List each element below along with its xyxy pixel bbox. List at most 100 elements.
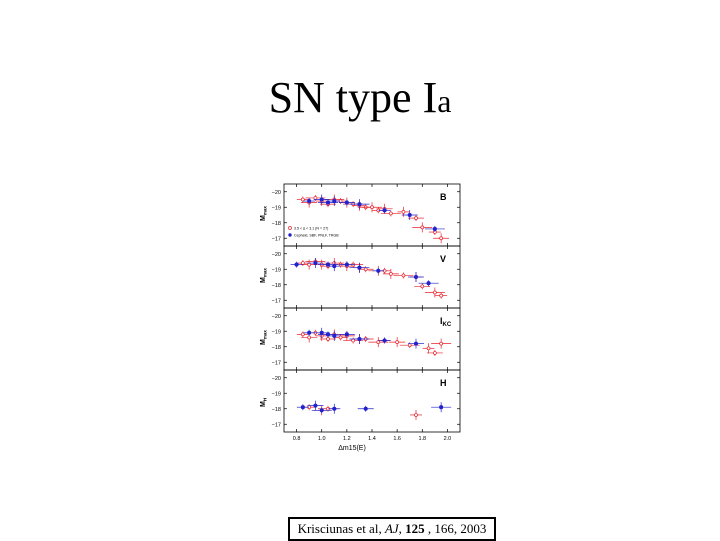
blue-point xyxy=(382,208,387,213)
x-tick-label: 1.8 xyxy=(418,436,426,442)
legend-marker-blue xyxy=(288,233,292,237)
red-point xyxy=(433,351,437,355)
panel-frame xyxy=(283,369,461,433)
blue-point xyxy=(376,268,381,273)
caption-rest: , 166, 2003 xyxy=(424,521,487,536)
red-point xyxy=(376,340,381,344)
blue-point xyxy=(325,200,331,205)
blue-point xyxy=(332,198,337,204)
x-tick-label: 1.0 xyxy=(318,436,326,442)
citation-caption: Krisciunas et al, AJ, 125 , 166, 2003 xyxy=(288,517,496,541)
y-tick-label: −20 xyxy=(272,314,281,320)
red-point xyxy=(363,267,368,272)
y-tick-label: −19 xyxy=(272,329,281,335)
y-tick-label: −18 xyxy=(272,283,281,289)
y-axis-label-sub: max xyxy=(263,268,268,278)
red-point xyxy=(301,332,305,337)
band-label: B xyxy=(440,192,447,202)
blue-point xyxy=(344,262,349,267)
legend-marker-red xyxy=(288,226,292,230)
panel-v: −20 −19 −18 −17 Mmax V xyxy=(260,245,461,309)
red-point xyxy=(433,290,437,295)
y-tick-label: −18 xyxy=(272,407,281,413)
panel-b: −20 −19 −18 −17 Mmax B 3.5 < Δ < 3.1 (N = 27) C… xyxy=(260,183,461,247)
red-point xyxy=(389,272,393,276)
y-axis-label: MH xyxy=(260,398,268,407)
y-tick-label: −17 xyxy=(272,422,281,428)
red-point xyxy=(420,284,425,289)
blue-point xyxy=(313,403,318,408)
x-axis-label: Δm15(E) xyxy=(338,445,366,452)
red-point xyxy=(351,338,355,343)
sn-ia-figure: −20 −19 −18 −17 Mmax B 3.5 < Δ < 3.1 (N = 27) C… xyxy=(260,183,461,452)
x-tick-label: 2.0 xyxy=(444,436,452,442)
y-axis-label-sub: max xyxy=(263,206,268,216)
caption-journal: AJ xyxy=(384,521,399,536)
blue-point xyxy=(325,262,331,267)
blue-point xyxy=(344,200,349,205)
x-tick-label: 1.4 xyxy=(368,436,376,442)
band-label: H xyxy=(440,378,447,388)
red-point xyxy=(307,335,311,340)
red-point xyxy=(407,343,412,348)
legend-label-red: 3.5 < Δ < 3.1 (N = 27) xyxy=(294,227,328,231)
y-tick-label: −17 xyxy=(272,298,281,304)
panel-i: −20 −19 −18 −17 Mmax IKC xyxy=(260,307,461,371)
red-point xyxy=(439,341,443,346)
red-point xyxy=(307,262,311,267)
band-label: IKC xyxy=(440,316,452,328)
y-axis-label: Mmax xyxy=(260,330,268,345)
blue-point xyxy=(332,333,337,338)
blue-point xyxy=(413,341,419,346)
band-label-sub: KC xyxy=(443,322,452,328)
red-point xyxy=(426,346,431,351)
y-tick-label: −18 xyxy=(272,345,281,351)
blue-point xyxy=(300,405,305,410)
y-tick-label: −20 xyxy=(272,252,281,258)
red-point xyxy=(401,273,406,278)
red-point xyxy=(439,293,443,298)
panel-frame xyxy=(283,245,461,309)
blue-point xyxy=(294,262,299,267)
blue-point xyxy=(319,408,324,413)
blue-point xyxy=(413,274,419,280)
slide-title: SN type Ia xyxy=(0,72,720,123)
legend-label-blue: Cepheid, SBF, PNLF, TRGB xyxy=(294,234,339,238)
blue-point xyxy=(432,226,437,232)
blue-point xyxy=(426,281,431,286)
red-point xyxy=(389,211,393,216)
red-point xyxy=(338,335,343,340)
blue-point xyxy=(319,330,324,335)
blue-point xyxy=(307,330,312,335)
blue-point xyxy=(407,212,412,218)
x-tick-label: 1.2 xyxy=(343,436,351,442)
y-axis-label-sub: H xyxy=(263,398,268,401)
blue-point xyxy=(439,405,444,410)
title-subscript: a xyxy=(437,83,452,119)
blue-point xyxy=(325,332,331,337)
x-tick-label: 0.8 xyxy=(293,436,301,442)
caption-authors: Krisciunas et al, xyxy=(297,521,385,536)
y-tick-label: −19 xyxy=(272,391,281,397)
red-point xyxy=(414,413,418,417)
y-axis-label: Mmax xyxy=(260,206,268,221)
y-tick-label: −19 xyxy=(272,205,281,211)
red-point xyxy=(313,196,318,200)
red-point xyxy=(301,261,305,265)
y-tick-label: −18 xyxy=(272,221,281,227)
y-tick-label: −19 xyxy=(272,267,281,273)
caption-sep: , xyxy=(398,521,406,536)
y-axis-label: Mmax xyxy=(260,268,268,283)
blue-point xyxy=(344,332,349,337)
title-main: SN type I xyxy=(268,73,438,122)
blue-point xyxy=(357,265,362,270)
blue-point xyxy=(357,336,362,342)
red-point xyxy=(326,337,330,341)
blue-point xyxy=(357,202,362,207)
red-point xyxy=(301,197,305,202)
red-point xyxy=(370,205,374,210)
blue-point xyxy=(363,406,368,411)
red-point xyxy=(395,340,399,344)
red-point xyxy=(439,236,443,241)
